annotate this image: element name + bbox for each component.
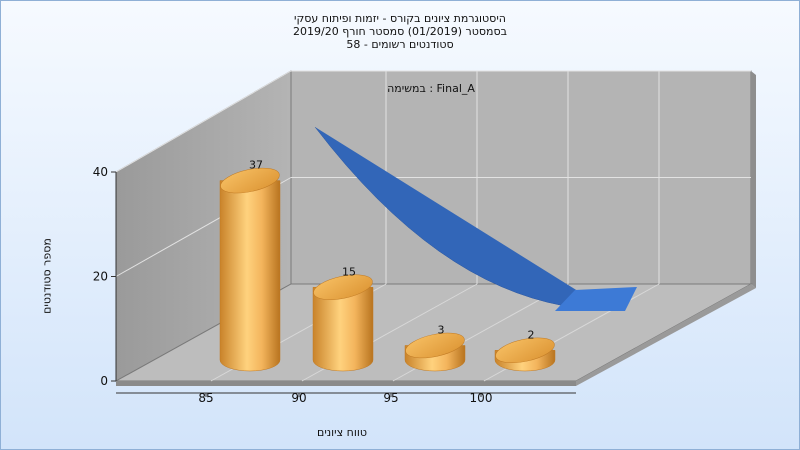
- bar: [494, 337, 556, 372]
- bar-value-label: 37: [249, 159, 263, 172]
- annotation-label: במשימה : Final_A: [387, 82, 475, 95]
- axes: 0 20 40 85 90 95 100: [93, 165, 576, 405]
- distribution-curve: [314, 126, 610, 311]
- chart-title-line-1: היסטוגרמת ציונים בקורס - יזמות ופיתוח עס…: [294, 12, 506, 25]
- y-tick-label: 20: [93, 270, 108, 284]
- x-tick-label: 95: [383, 391, 398, 405]
- bar-value-label: 2: [528, 328, 535, 341]
- bar-top: [405, 332, 465, 359]
- chart-title-line-2: בסמסטר (01/2019) סמסטר חורף 2019/20: [293, 25, 507, 38]
- floor-front-edge: [116, 381, 576, 386]
- bar-body: [312, 287, 374, 372]
- y-tick-label: 0: [100, 374, 108, 388]
- floor-side-edge: [576, 284, 756, 386]
- bar-value-label: 3: [438, 323, 445, 336]
- distribution-curve-tail: [555, 287, 637, 311]
- gridline-left-wall: [115, 70, 292, 173]
- bar: [404, 332, 466, 372]
- data-labels: 37 15 3 2: [249, 159, 535, 342]
- bar-body: [219, 180, 281, 372]
- y-tick-label: 40: [93, 165, 108, 179]
- bar-top: [495, 337, 555, 363]
- x-tick-label: 85: [198, 391, 213, 405]
- x-axis-title: טווח ציונים: [317, 426, 367, 439]
- bar-value-label: 15: [342, 265, 356, 278]
- bar: [312, 274, 374, 372]
- back-wall-side: [751, 71, 756, 288]
- bar-top: [313, 274, 373, 300]
- chart-title-line-3: סטודנטים רשומים - 58: [346, 38, 454, 51]
- x-tick-label: 90: [291, 391, 306, 405]
- bar-top: [220, 167, 280, 194]
- bar: [219, 167, 281, 372]
- x-tick-label: 100: [470, 391, 493, 405]
- distribution-curve-layer: [314, 126, 637, 311]
- bars: [219, 167, 556, 372]
